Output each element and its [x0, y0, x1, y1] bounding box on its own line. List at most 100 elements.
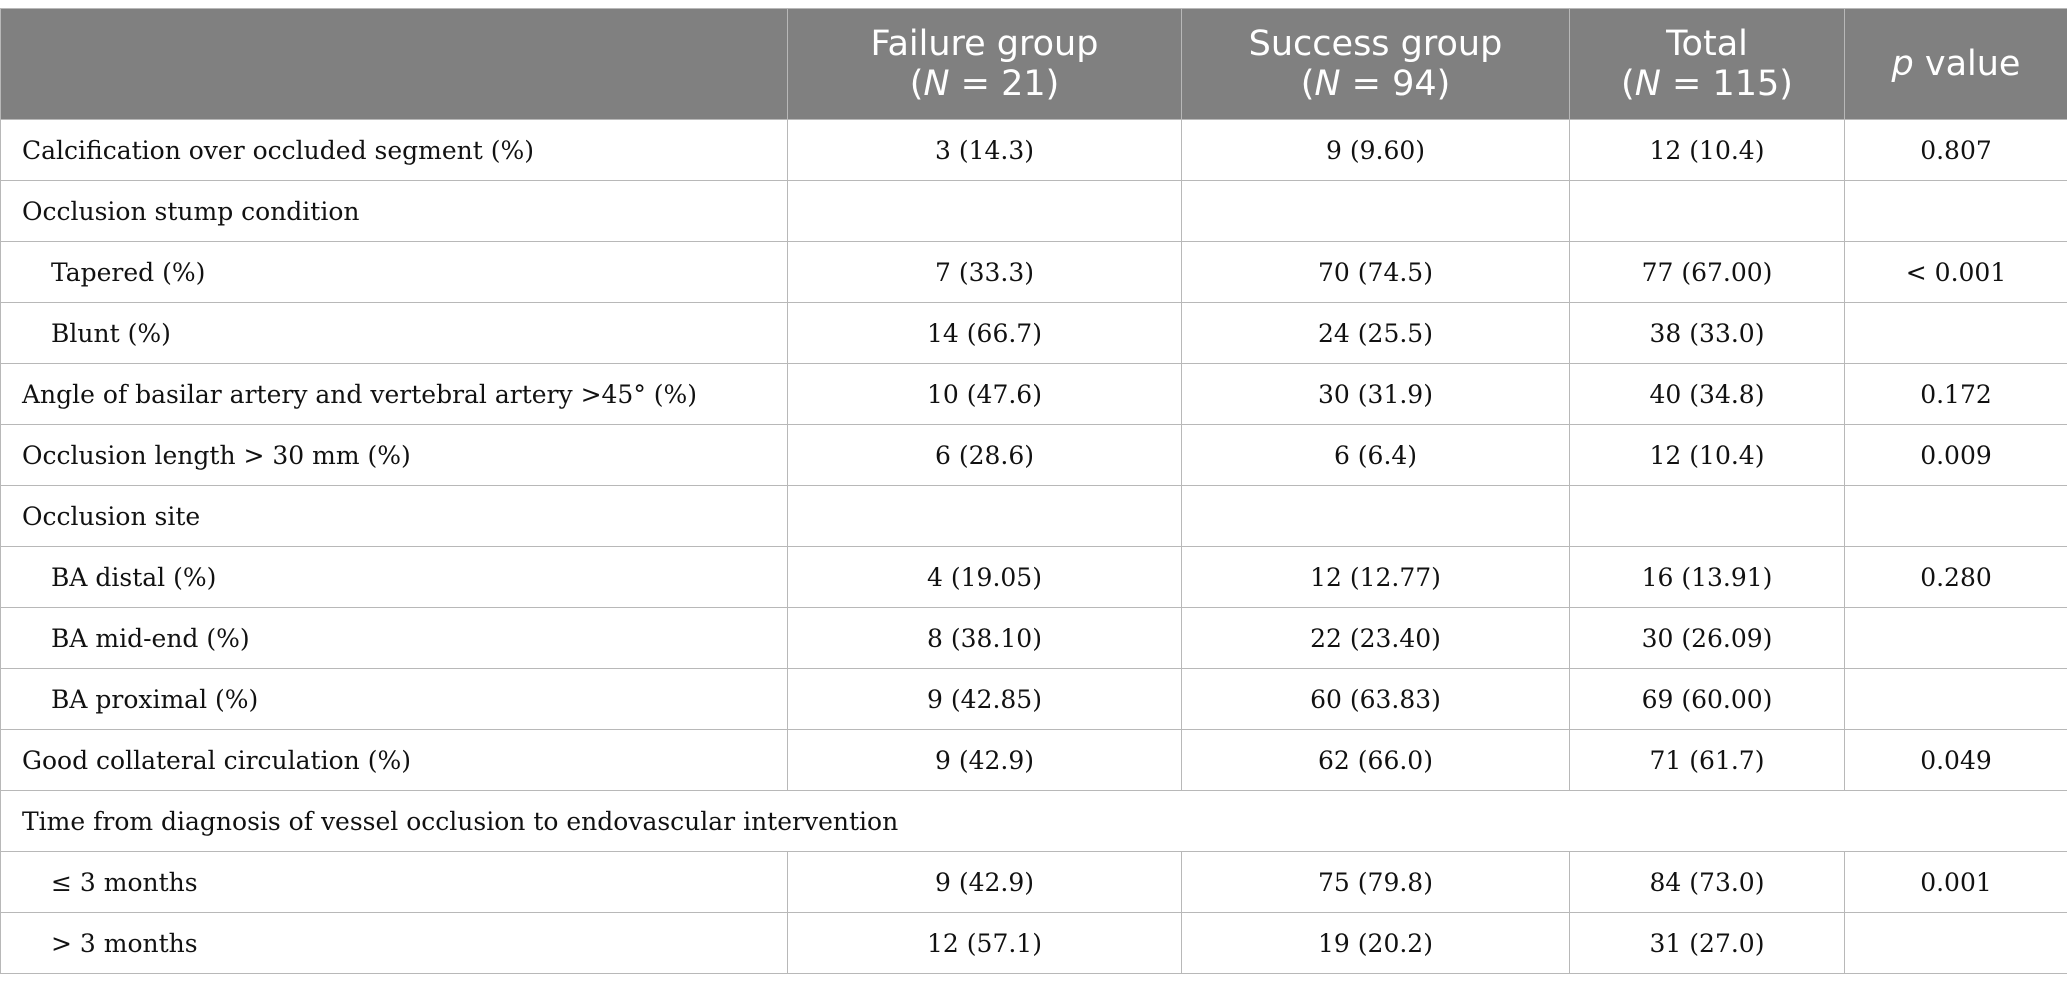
cell-total: [1569, 485, 1845, 547]
row-label: BA distal (%): [0, 546, 788, 608]
header-success-n: (N = 94): [1182, 64, 1569, 104]
row-label: Time from diagnosis of vessel occlusion …: [0, 790, 2067, 852]
table-body: Calcification over occluded segment (%) …: [0, 119, 2067, 974]
table-row: BA proximal (%) 9 (42.85) 60 (63.83) 69 …: [0, 668, 2067, 730]
cell-failure: 10 (47.6): [787, 363, 1182, 425]
cell-total: 16 (13.91): [1569, 546, 1845, 608]
cell-success: 12 (12.77): [1181, 546, 1570, 608]
row-label: Calcification over occluded segment (%): [0, 119, 788, 181]
header-failure-n-open: (: [909, 64, 924, 104]
row-label: > 3 months: [0, 912, 788, 974]
cell-success: 70 (74.5): [1181, 241, 1570, 303]
header-failure-n: (N = 21): [788, 64, 1181, 104]
row-label: Angle of basilar artery and vertebral ar…: [0, 363, 788, 425]
header-success-title: Success group: [1248, 24, 1503, 64]
cell-failure: 12 (57.1): [787, 912, 1182, 974]
table-row: Angle of basilar artery and vertebral ar…: [0, 363, 2067, 425]
table-row: Occlusion stump condition: [0, 180, 2067, 242]
header-failure-n-value: = 21): [949, 64, 1060, 104]
table-row: Good collateral circulation (%) 9 (42.9)…: [0, 729, 2067, 791]
header-p-rest: value: [1913, 44, 2021, 84]
cell-success: 60 (63.83): [1181, 668, 1570, 730]
cell-success: 6 (6.4): [1181, 424, 1570, 486]
cell-p-value: 0.001: [1844, 851, 2067, 913]
cell-p-value: [1844, 912, 2067, 974]
cell-success: 62 (66.0): [1181, 729, 1570, 791]
header-row: Failure group (N = 21) Success group (N …: [0, 8, 2067, 120]
header-success-n-open: (: [1300, 64, 1315, 104]
row-label: ≤ 3 months: [0, 851, 788, 913]
header-success-n-value: = 94): [1340, 64, 1451, 104]
header-success-n-var: N: [1314, 64, 1341, 104]
cell-failure: [787, 180, 1182, 242]
table-row: Tapered (%) 7 (33.3) 70 (74.5) 77 (67.00…: [0, 241, 2067, 303]
row-label: Occlusion stump condition: [0, 180, 788, 242]
table-row: ≤ 3 months 9 (42.9) 75 (79.8) 84 (73.0) …: [0, 851, 2067, 913]
cell-p-value: [1844, 302, 2067, 364]
header-total-n-open: (: [1621, 64, 1635, 104]
table-row: > 3 months 12 (57.1) 19 (20.2) 31 (27.0): [0, 912, 2067, 974]
table-row: Occlusion site: [0, 485, 2067, 547]
row-label: Tapered (%): [0, 241, 788, 303]
cell-p-value: 0.049: [1844, 729, 2067, 791]
data-table-container: Failure group (N = 21) Success group (N …: [0, 8, 2067, 974]
cell-success: 75 (79.8): [1181, 851, 1570, 913]
cell-success: [1181, 180, 1570, 242]
cell-total: 71 (61.7): [1569, 729, 1845, 791]
header-failure-title: Failure group: [870, 24, 1099, 64]
header-p-var: p: [1891, 44, 1914, 84]
cell-p-value: [1844, 180, 2067, 242]
header-variable: [0, 8, 788, 120]
cell-total: 12 (10.4): [1569, 424, 1845, 486]
cell-total: 30 (26.09): [1569, 607, 1845, 669]
table-row: Time from diagnosis of vessel occlusion …: [0, 790, 2067, 852]
cell-p-value: [1844, 485, 2067, 547]
cell-p-value: < 0.001: [1844, 241, 2067, 303]
cell-total: 12 (10.4): [1569, 119, 1845, 181]
row-label: Blunt (%): [0, 302, 788, 364]
header-success-group: Success group (N = 94): [1181, 8, 1570, 120]
cell-total: 40 (34.8): [1569, 363, 1845, 425]
cell-failure: 4 (19.05): [787, 546, 1182, 608]
cell-p-value: 0.280: [1844, 546, 2067, 608]
cell-total: 84 (73.0): [1569, 851, 1845, 913]
cell-failure: 9 (42.85): [787, 668, 1182, 730]
table-row: Blunt (%) 14 (66.7) 24 (25.5) 38 (33.0): [0, 302, 2067, 364]
header-total-n-var: N: [1634, 64, 1661, 104]
row-label: Occlusion site: [0, 485, 788, 547]
row-label: BA mid-end (%): [0, 607, 788, 669]
table-row: Calcification over occluded segment (%) …: [0, 119, 2067, 181]
cell-failure: 6 (28.6): [787, 424, 1182, 486]
cell-failure: 7 (33.3): [787, 241, 1182, 303]
cell-success: 9 (9.60): [1181, 119, 1570, 181]
cell-p-value: 0.172: [1844, 363, 2067, 425]
header-total-title: Total: [1666, 24, 1748, 64]
cell-total: 77 (67.00): [1569, 241, 1845, 303]
row-label: BA proximal (%): [0, 668, 788, 730]
cell-success: 22 (23.40): [1181, 607, 1570, 669]
table-header: Failure group (N = 21) Success group (N …: [0, 8, 2067, 120]
header-failure-n-var: N: [923, 64, 950, 104]
cell-failure: 9 (42.9): [787, 729, 1182, 791]
cell-total: [1569, 180, 1845, 242]
table-row: Occlusion length > 30 mm (%) 6 (28.6) 6 …: [0, 424, 2067, 486]
cell-success: 19 (20.2): [1181, 912, 1570, 974]
header-total-n: (N = 115): [1570, 64, 1844, 104]
table-row: BA mid-end (%) 8 (38.10) 22 (23.40) 30 (…: [0, 607, 2067, 669]
cell-failure: [787, 485, 1182, 547]
cell-total: 31 (27.0): [1569, 912, 1845, 974]
cell-total: 69 (60.00): [1569, 668, 1845, 730]
results-table: Failure group (N = 21) Success group (N …: [0, 8, 2067, 974]
table-row: BA distal (%) 4 (19.05) 12 (12.77) 16 (1…: [0, 546, 2067, 608]
header-total: Total (N = 115): [1569, 8, 1845, 120]
row-label: Good collateral circulation (%): [0, 729, 788, 791]
cell-p-value: 0.009: [1844, 424, 2067, 486]
cell-failure: 8 (38.10): [787, 607, 1182, 669]
header-failure-group: Failure group (N = 21): [787, 8, 1182, 120]
cell-failure: 9 (42.9): [787, 851, 1182, 913]
cell-failure: 3 (14.3): [787, 119, 1182, 181]
cell-p-value: 0.807: [1844, 119, 2067, 181]
header-total-n-value: = 115): [1660, 64, 1793, 104]
cell-success: 30 (31.9): [1181, 363, 1570, 425]
cell-p-value: [1844, 607, 2067, 669]
